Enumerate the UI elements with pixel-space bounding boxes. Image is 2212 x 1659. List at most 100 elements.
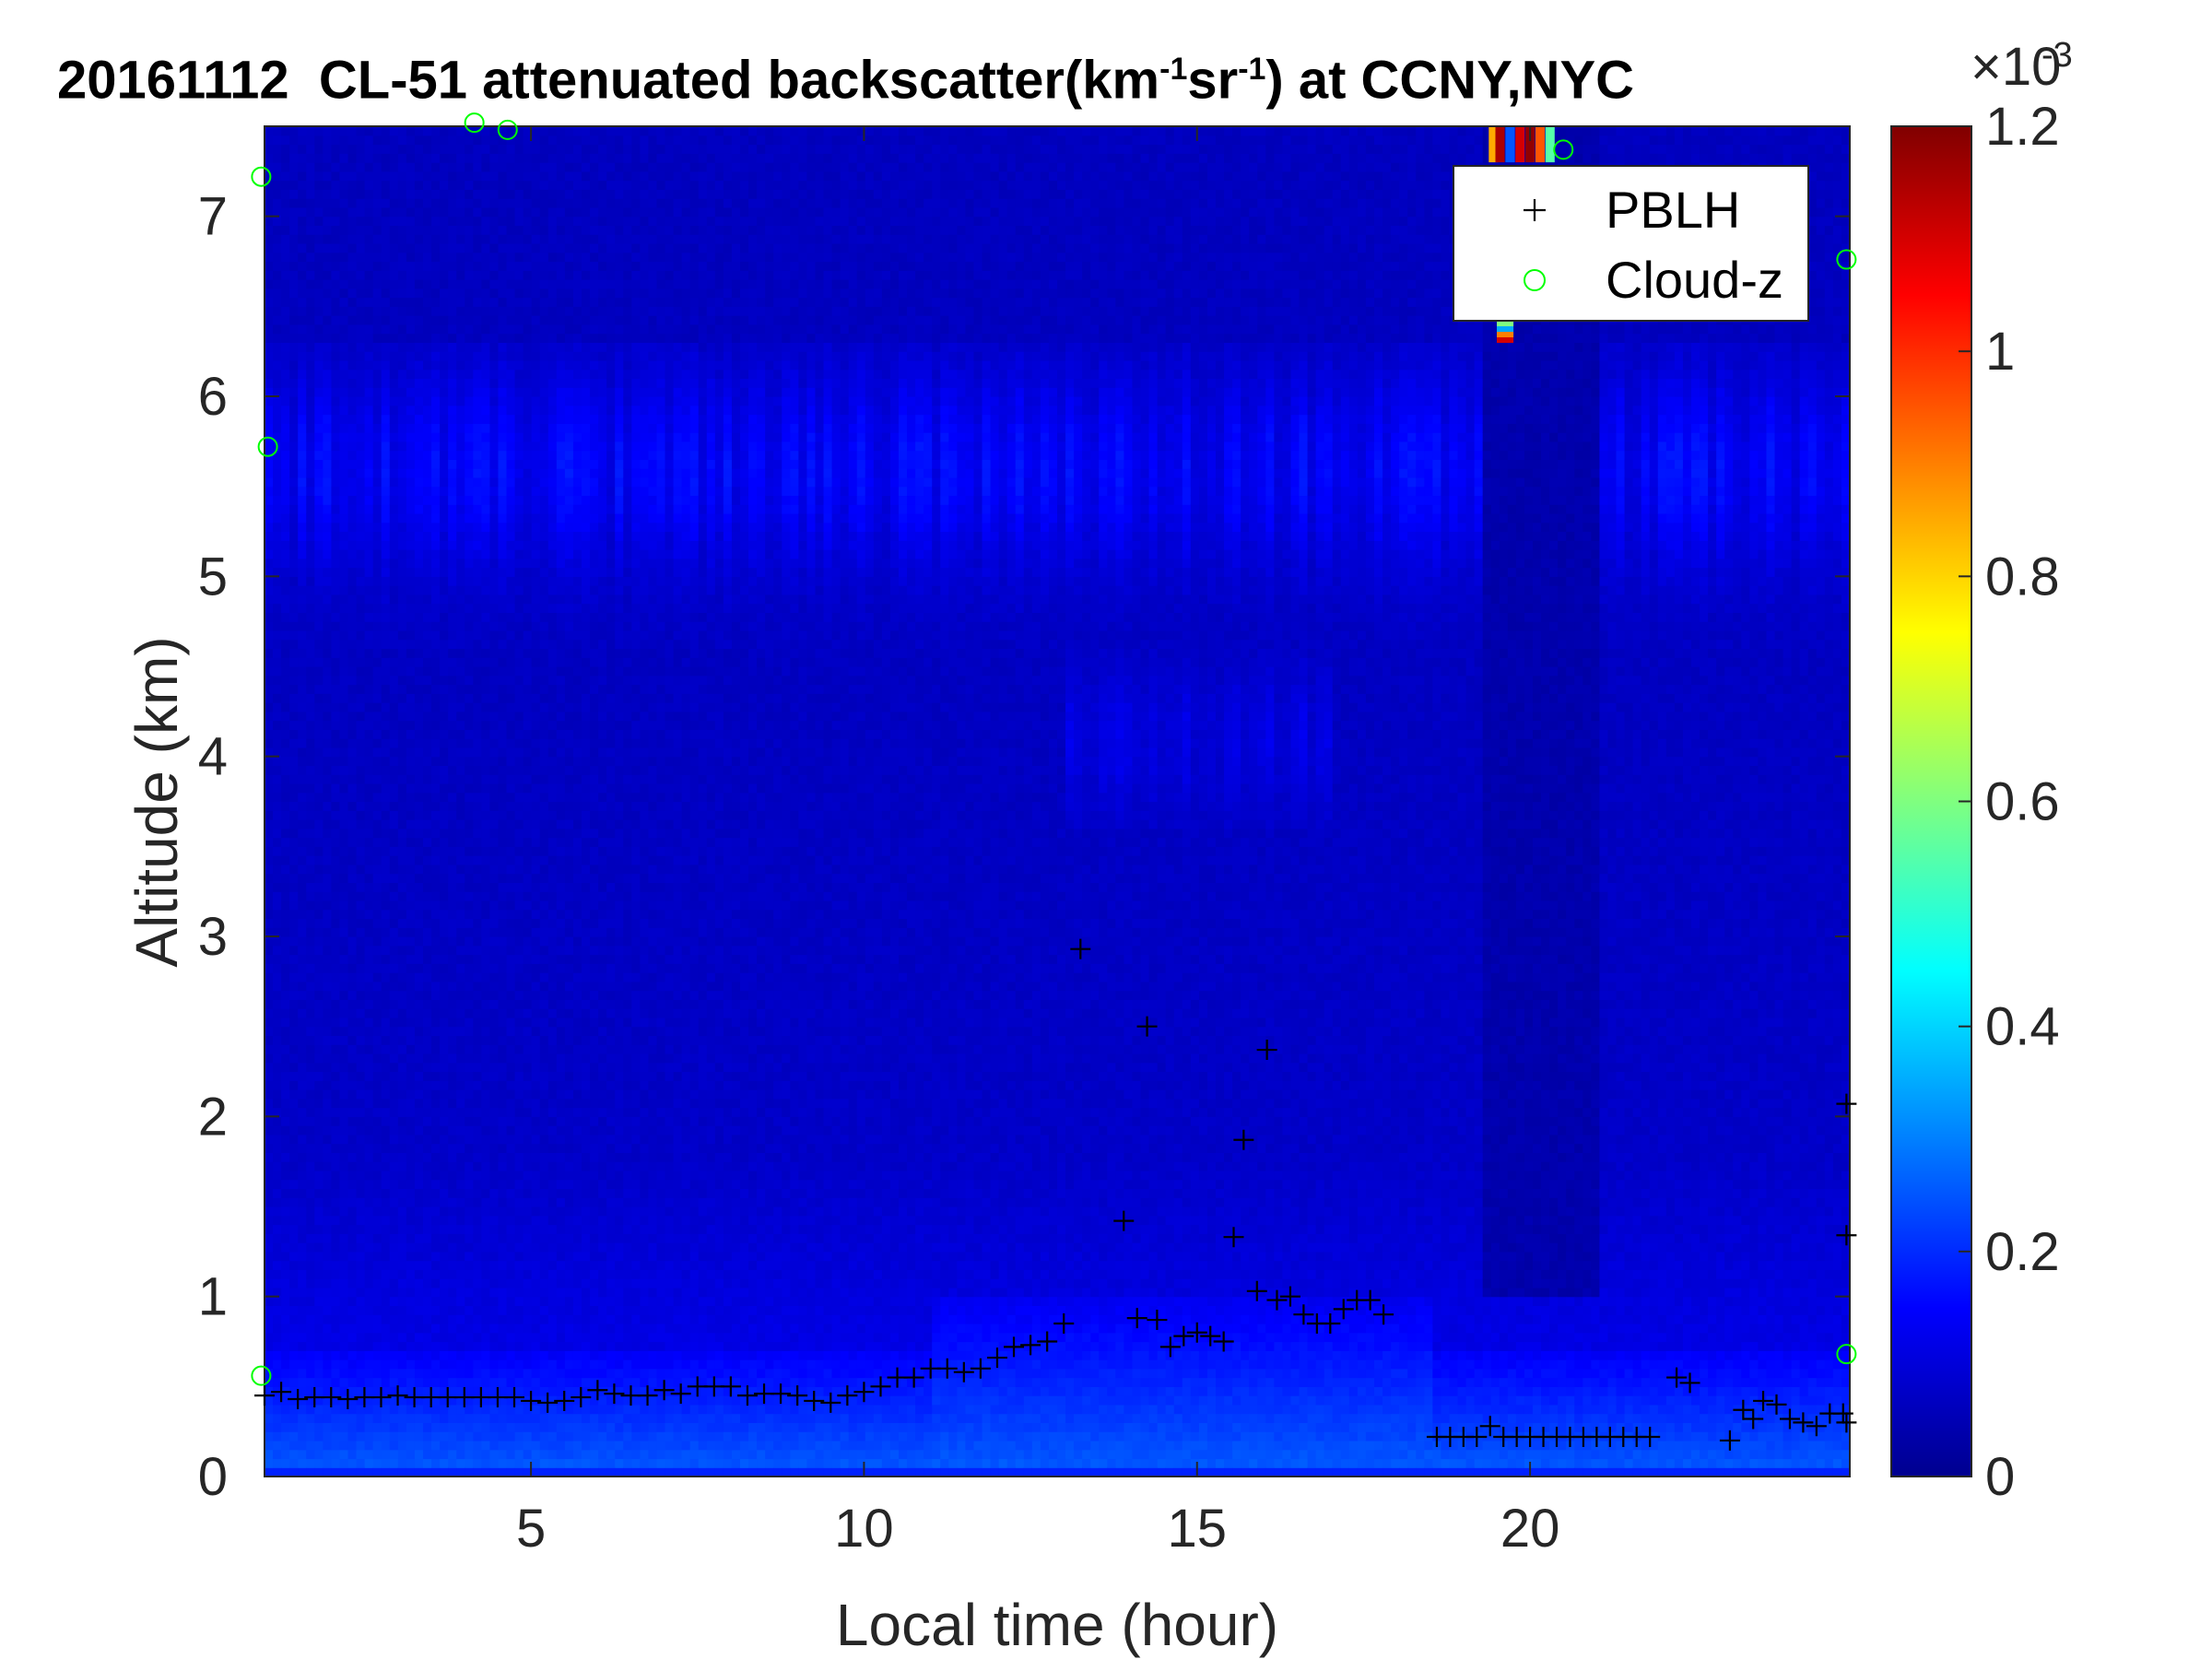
heatmap-cell (339, 513, 348, 523)
heatmap-cell (323, 1135, 332, 1144)
heatmap-cell (398, 1161, 407, 1171)
heatmap-cell (532, 1261, 541, 1270)
heatmap-cell (473, 676, 482, 685)
heatmap-cell (382, 676, 391, 685)
heatmap-cell (448, 451, 457, 460)
heatmap-cell (465, 234, 474, 243)
heatmap-cell (323, 298, 332, 307)
heatmap-cell (398, 721, 407, 730)
heatmap-cell (456, 783, 465, 793)
heatmap-cell (382, 1116, 391, 1125)
heatmap-cell (540, 1369, 549, 1378)
heatmap-cell (306, 1018, 315, 1027)
heatmap-cell (515, 757, 524, 766)
heatmap-cell (481, 810, 490, 819)
heatmap-cell (273, 1422, 282, 1431)
heatmap-cell (365, 838, 374, 847)
heatmap-cell (406, 1261, 416, 1270)
heatmap-cell (373, 1144, 382, 1153)
heatmap-cell (456, 1216, 465, 1225)
heatmap-cell (507, 1450, 516, 1459)
heatmap-cell (532, 991, 541, 1000)
heatmap-cell (507, 1305, 516, 1314)
heatmap-cell (524, 729, 533, 738)
heatmap-cell (456, 702, 465, 712)
heatmap-cell (456, 666, 465, 676)
heatmap-cell (373, 1125, 382, 1135)
heatmap-cell (540, 1252, 549, 1261)
heatmap-cell (398, 729, 407, 738)
heatmap-cell (323, 774, 332, 783)
heatmap-cell (456, 513, 465, 523)
heatmap-cell (265, 1350, 274, 1359)
heatmap-cell (289, 559, 299, 568)
heatmap-cell (281, 415, 290, 424)
heatmap-cell (398, 1044, 407, 1053)
heatmap-cell (298, 1188, 307, 1197)
heatmap-cell (440, 1233, 449, 1242)
heatmap-cell (524, 1233, 533, 1242)
heatmap-cell (373, 891, 382, 900)
heatmap-cell (448, 262, 457, 271)
heatmap-cell (398, 1431, 407, 1441)
heatmap-cell (289, 1458, 299, 1467)
heatmap-cell (507, 406, 516, 415)
heatmap-cell (331, 171, 340, 181)
heatmap-cell (382, 585, 391, 594)
heatmap-cell (365, 532, 374, 541)
heatmap-cell (348, 432, 358, 441)
heatmap-cell (473, 1422, 482, 1431)
heatmap-cell (273, 1099, 282, 1108)
heatmap-cell (532, 1216, 541, 1225)
heatmap-cell (406, 1242, 416, 1252)
heatmap-cell (515, 1161, 524, 1171)
heatmap-cell (306, 657, 315, 666)
heatmap-cell (323, 630, 332, 640)
heatmap-cell (481, 495, 490, 504)
heatmap-cell (339, 153, 348, 162)
heatmap-cell (415, 1171, 424, 1180)
heatmap-cell (465, 1197, 474, 1206)
heatmap-cell (524, 918, 533, 927)
heatmap-cell (390, 270, 399, 279)
heatmap-cell (273, 523, 282, 532)
heatmap-cell (390, 1152, 399, 1161)
heatmap-cell (339, 594, 348, 604)
heatmap-cell (339, 162, 348, 171)
heatmap-cell (289, 621, 299, 630)
heatmap-cell (281, 747, 290, 757)
heatmap-cell (331, 559, 340, 568)
heatmap-cell (440, 387, 449, 396)
heatmap-cell (448, 1135, 457, 1144)
heatmap-cell (440, 415, 449, 424)
heatmap-cell (532, 1116, 541, 1125)
heatmap-cell (481, 1125, 490, 1135)
heatmap-cell (306, 810, 315, 819)
heatmap-cell (365, 396, 374, 406)
heatmap-cell (515, 153, 524, 162)
heatmap-cell (339, 846, 348, 855)
heatmap-cell (365, 900, 374, 910)
heatmap-cell (273, 459, 282, 468)
heatmap-cell (331, 1305, 340, 1314)
heatmap-cell (473, 315, 482, 324)
heatmap-cell (357, 549, 366, 559)
heatmap-cell (489, 468, 499, 477)
heatmap-cell (314, 999, 324, 1008)
heatmap-cell (331, 217, 340, 226)
heatmap-cell (515, 729, 524, 738)
heatmap-cell (273, 1405, 282, 1414)
heatmap-cell (448, 432, 457, 441)
heatmap-cell (339, 1125, 348, 1135)
heatmap-cell (423, 982, 432, 991)
heatmap-cell (415, 559, 424, 568)
heatmap-cell (431, 477, 441, 487)
heatmap-cell (440, 604, 449, 613)
heatmap-cell (456, 676, 465, 685)
heatmap-cell (323, 1063, 332, 1072)
heatmap-cell (339, 882, 348, 891)
heatmap-cell (498, 972, 507, 982)
heatmap-cell (465, 1342, 474, 1351)
heatmap-cell (289, 1342, 299, 1351)
heatmap-cell (373, 406, 382, 415)
